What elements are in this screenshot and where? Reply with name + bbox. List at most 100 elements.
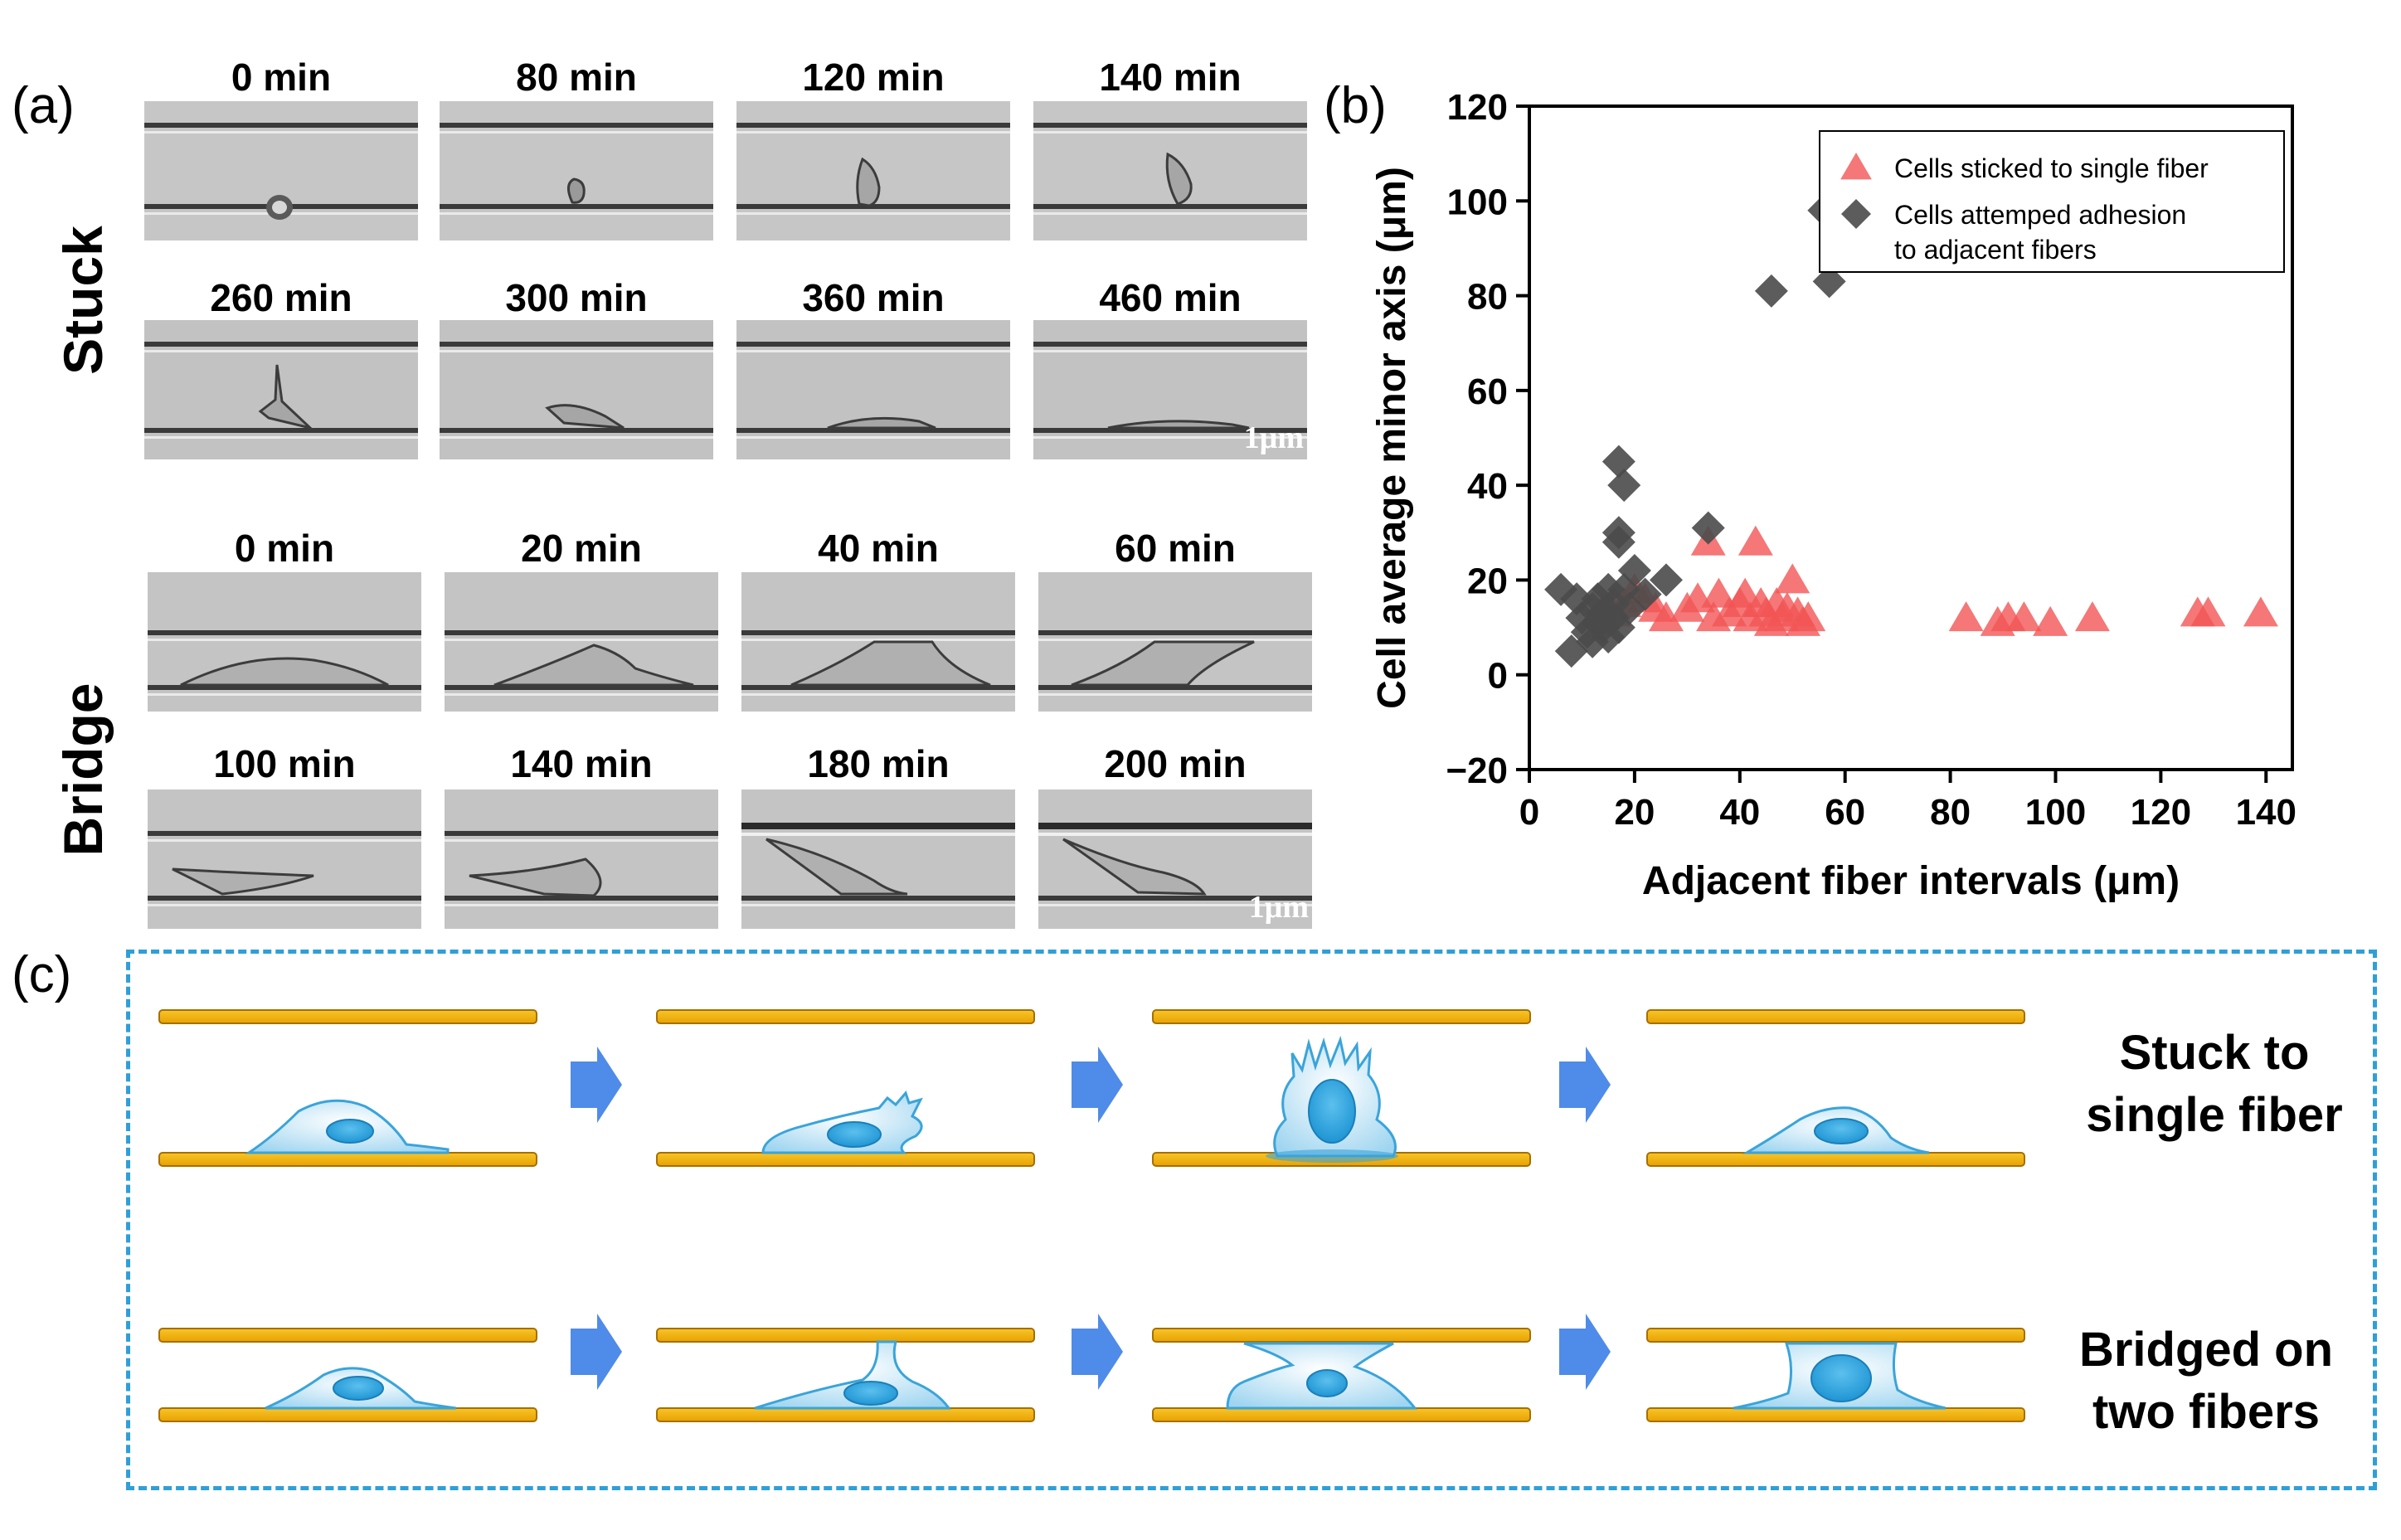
data-point-triangle xyxy=(2243,596,2278,627)
time-label: 200 min xyxy=(1104,742,1247,785)
micrograph-bridge-1 xyxy=(148,572,421,712)
micrograph-stuck-3 xyxy=(736,101,1010,240)
row-label-stuck: Stuck xyxy=(52,226,114,375)
cell-nucleus xyxy=(827,1121,882,1148)
micrograph-stuck-8: 1μm xyxy=(1033,320,1307,459)
cell-nucleus xyxy=(1306,1369,1348,1397)
data-point-triangle xyxy=(1948,601,1984,632)
fiber-pair-row2-1 xyxy=(158,1328,537,1422)
time-label: 20 min xyxy=(521,527,642,570)
micrograph-bridge-7 xyxy=(741,789,1015,929)
time-label: 80 min xyxy=(516,56,637,99)
arrow-icon xyxy=(571,1047,622,1123)
y-tick-label: −20 xyxy=(1446,751,1508,791)
data-point-triangle xyxy=(2033,605,2068,636)
arrow-icon xyxy=(1559,1047,1611,1123)
time-label: 120 min xyxy=(802,56,945,99)
x-tick-label: 0 xyxy=(1519,792,1539,833)
arrow-icon xyxy=(1559,1314,1611,1390)
x-tick-label: 80 xyxy=(1930,792,1971,833)
micrograph-bridge-8: 1μm xyxy=(1038,789,1312,929)
y-tick-label: 120 xyxy=(1447,87,1508,128)
time-label: 0 min xyxy=(231,56,332,99)
schematic-caption-bridged: Bridged on two fibers xyxy=(2078,1323,2334,1440)
time-label: 60 min xyxy=(1115,527,1236,570)
cell-nucleus xyxy=(333,1376,384,1401)
panel-a-letter: (a) xyxy=(12,77,75,134)
micrograph-bridge-5 xyxy=(148,789,421,929)
micrograph-stuck-6 xyxy=(440,320,713,459)
micrograph-stuck-4 xyxy=(1033,101,1307,240)
legend-label: Cells sticked to single fiber xyxy=(1894,153,2209,183)
time-label: 300 min xyxy=(505,276,648,319)
x-tick-label: 40 xyxy=(1719,792,1760,833)
x-tick-label: 60 xyxy=(1825,792,1865,833)
arrow-icon xyxy=(1072,1047,1123,1123)
micrograph-bridge-2 xyxy=(445,572,718,712)
schematic-diagram xyxy=(158,1009,2025,1422)
data-point-triangle xyxy=(1791,601,1826,632)
scale-bar-label: 1μm xyxy=(1243,420,1304,455)
cell-nucleus xyxy=(326,1119,374,1144)
data-point-diamond xyxy=(1601,525,1635,559)
fiber-pair-row2-4 xyxy=(1646,1328,2025,1422)
x-tick-label: 120 xyxy=(2131,792,2191,833)
data-point-triangle xyxy=(1648,601,1684,632)
arrow-icon xyxy=(1072,1314,1123,1390)
plot-frame xyxy=(1528,104,2294,771)
y-axis-label: Cell average minor axis (μm) xyxy=(1370,167,1414,709)
time-label: 140 min xyxy=(1099,56,1242,99)
micrograph-stuck-5 xyxy=(144,320,418,459)
x-tick-label: 140 xyxy=(2236,792,2297,833)
data-point-triangle xyxy=(1775,563,1810,594)
data-point-diamond xyxy=(1617,554,1651,587)
x-tick-label: 100 xyxy=(2025,792,2086,833)
data-point-diamond xyxy=(1628,577,1662,611)
time-label: 460 min xyxy=(1099,276,1242,319)
cell-nucleus xyxy=(843,1381,898,1406)
micrograph-bridge-3 xyxy=(741,572,1015,712)
data-point-diamond xyxy=(1754,274,1788,308)
fiber-pair-row2-3 xyxy=(1152,1328,1531,1422)
micrograph-stuck-1 xyxy=(144,101,418,240)
time-label: 140 min xyxy=(510,742,653,785)
cell-nucleus xyxy=(1814,1118,1869,1144)
schematic-frame xyxy=(126,950,2377,1490)
time-label: 260 min xyxy=(210,276,352,319)
data-point-diamond xyxy=(1581,582,1615,616)
fiber-pair-row2-2 xyxy=(656,1328,1035,1422)
legend-marker-triangle xyxy=(1840,153,1872,180)
data-point-diamond xyxy=(1691,511,1725,545)
y-tick-label: 20 xyxy=(1467,561,1508,601)
data-point-diamond xyxy=(1812,265,1846,299)
legend-label: Cells attemped adhesion to adjacent fiber… xyxy=(1894,200,2186,265)
panel-b-letter: (b) xyxy=(1324,77,1387,134)
data-point-triangle xyxy=(2074,601,2110,632)
micrograph-stuck-2 xyxy=(440,101,713,240)
cell-nucleus xyxy=(1810,1354,1872,1402)
data-point-diamond xyxy=(1612,591,1646,625)
data-point-triangle xyxy=(2006,601,2042,632)
fiber-pair-row1-2 xyxy=(656,1009,1035,1167)
time-label: 100 min xyxy=(213,742,356,785)
arrow-icon xyxy=(571,1314,622,1390)
micrograph-bridge-4 xyxy=(1038,572,1312,712)
data-point-diamond xyxy=(1560,582,1594,616)
y-tick-label: 60 xyxy=(1467,372,1508,412)
time-label: 40 min xyxy=(818,527,939,570)
data-point-triangle xyxy=(1738,525,1773,556)
data-point-diamond xyxy=(1601,445,1635,479)
data-point-diamond xyxy=(1649,563,1683,597)
scale-bar-label: 1μm xyxy=(1248,890,1309,925)
micrograph-bridge-6 xyxy=(445,789,718,929)
x-axis-label: Adjacent fiber intervals (μm) xyxy=(1642,859,2180,903)
time-label: 360 min xyxy=(802,276,945,319)
micrograph-stuck-7 xyxy=(736,320,1010,459)
data-point-triangle xyxy=(2190,596,2226,627)
time-label: 0 min xyxy=(234,527,335,570)
row-label-bridge: Bridge xyxy=(52,683,114,857)
panel-c-letter: (c) xyxy=(12,946,72,1003)
y-tick-label: 0 xyxy=(1488,656,1508,697)
y-tick-label: 100 xyxy=(1447,182,1508,222)
y-tick-label: 80 xyxy=(1467,277,1508,318)
